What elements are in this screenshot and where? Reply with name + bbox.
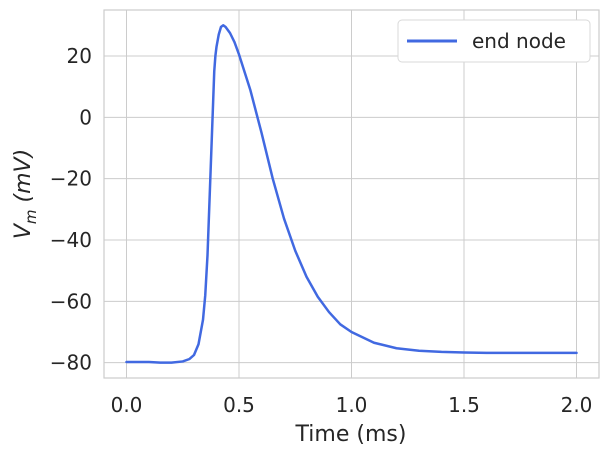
- y-axis-label-unit: (mV): [11, 149, 36, 210]
- y-tick-label: 0: [79, 105, 92, 129]
- x-tick-label: 0.5: [223, 393, 255, 417]
- series-line-end-node: [125, 24, 578, 364]
- x-tick-labels: 0.0 0.5 1.0 1.5 2.0: [111, 393, 593, 417]
- legend: end node: [397, 19, 591, 63]
- x-tick-label: 0.0: [111, 393, 143, 417]
- series-lines: [125, 24, 578, 364]
- y-tick-label: −40: [50, 228, 92, 252]
- y-tick-label: −60: [50, 289, 92, 313]
- x-tick-label: 1.0: [336, 393, 368, 417]
- grid: [104, 10, 599, 378]
- y-tick-label: −80: [50, 351, 92, 375]
- y-axis-label: Vm (mV): [11, 149, 40, 239]
- y-axis-label-base: V: [11, 222, 36, 239]
- y-tick-label: −20: [50, 167, 92, 191]
- y-tick-label: 20: [67, 44, 92, 68]
- y-axis-label-sub: m: [22, 209, 40, 224]
- x-tick-label: 1.5: [448, 393, 480, 417]
- legend-box: [397, 19, 591, 63]
- y-tick-labels: 20 0 −20 −40 −60 −80: [50, 44, 92, 375]
- legend-label-end-node: end node: [472, 29, 566, 53]
- x-axis-label: Time (ms): [295, 422, 407, 447]
- x-tick-label: 2.0: [561, 393, 593, 417]
- plot-frame: [103, 9, 600, 379]
